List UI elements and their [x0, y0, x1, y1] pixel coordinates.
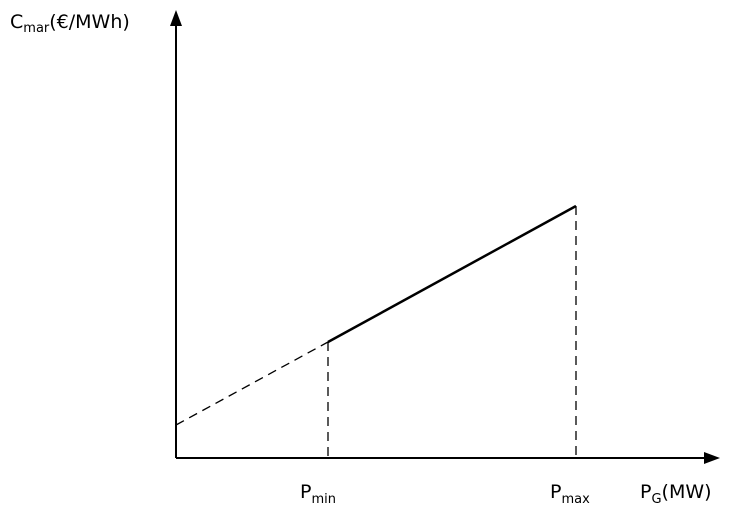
label-sub: min	[311, 492, 336, 507]
pmin-label: Pmin	[300, 481, 336, 507]
x-axis-label: PG(MW)	[640, 481, 712, 507]
extrapolated-cost-line	[175, 341, 329, 426]
y-axis-label: Cmar(€/MWh)	[10, 11, 130, 36]
label-rest: (€/MWh)	[49, 11, 130, 33]
label-base: P	[550, 481, 561, 503]
label-base: P	[300, 481, 311, 503]
label-sub: G	[651, 492, 661, 507]
y-axis-arrow	[170, 10, 182, 26]
pmax-label: Pmax	[550, 481, 590, 507]
label-sub: mar	[23, 21, 50, 36]
x-axis-arrow	[704, 452, 720, 464]
label-sub: max	[561, 492, 590, 507]
marginal-cost-line	[327, 204, 577, 344]
label-rest: (MW)	[662, 481, 712, 503]
label-base: C	[10, 11, 23, 33]
label-base: P	[640, 481, 651, 503]
